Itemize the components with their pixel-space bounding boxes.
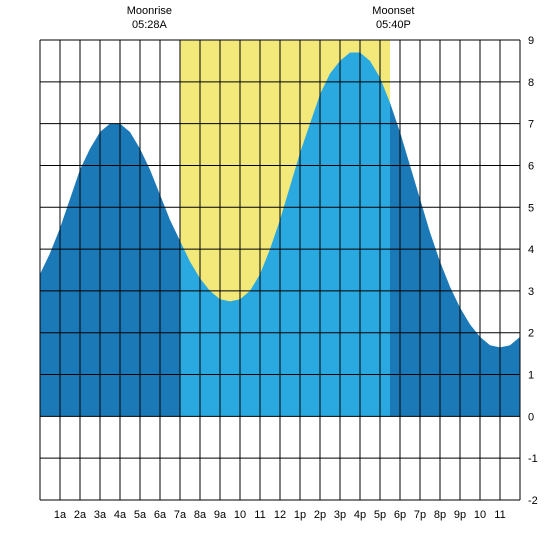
x-tick-label: 8p [434,509,446,521]
x-tick-label: 8a [194,509,207,521]
tide-chart: -2-101234567891a2a3a4a5a6a7a8a9a1011121p… [0,0,550,550]
x-tick-label: 11 [254,509,265,521]
x-tick-label: 10 [474,509,486,521]
x-tick-label: 3p [334,509,346,521]
y-tick-label: 4 [528,244,534,256]
y-tick-label: 3 [528,286,534,298]
x-tick-label: 6a [154,509,167,521]
x-tick-label: 4p [354,509,366,521]
x-tick-label: 4a [114,509,127,521]
chart-svg: -2-101234567891a2a3a4a5a6a7a8a9a1011121p… [0,0,550,550]
x-tick-label: 5p [374,509,386,521]
x-tick-label: 5a [134,509,147,521]
moonset-time: 05:40P [376,19,411,31]
y-tick-label: 1 [528,370,534,382]
x-tick-label: 9p [454,509,466,521]
y-tick-label: 9 [528,35,534,47]
x-tick-label: 1a [54,509,67,521]
y-tick-label: 5 [528,202,534,214]
x-tick-label: 1p [294,509,306,521]
x-tick-label: 12 [274,509,286,521]
x-tick-label: 9a [214,509,227,521]
moonset-label: Moonset [372,5,414,17]
x-tick-label: 11 [494,509,505,521]
moonrise-time: 05:28A [132,19,168,31]
x-tick-label: 2a [74,509,87,521]
x-tick-label: 3a [94,509,107,521]
y-tick-label: 7 [528,119,534,131]
y-tick-label: -2 [528,495,538,507]
y-tick-label: 6 [528,160,534,172]
x-tick-label: 6p [394,509,406,521]
x-tick-label: 7p [414,509,426,521]
y-tick-label: 8 [528,77,534,89]
y-tick-label: 2 [528,328,534,340]
x-tick-label: 10 [234,509,246,521]
y-tick-label: 0 [528,411,534,423]
moonrise-label: Moonrise [127,5,172,17]
x-tick-label: 7a [174,509,187,521]
x-tick-label: 2p [314,509,326,521]
y-tick-label: -1 [528,453,538,465]
